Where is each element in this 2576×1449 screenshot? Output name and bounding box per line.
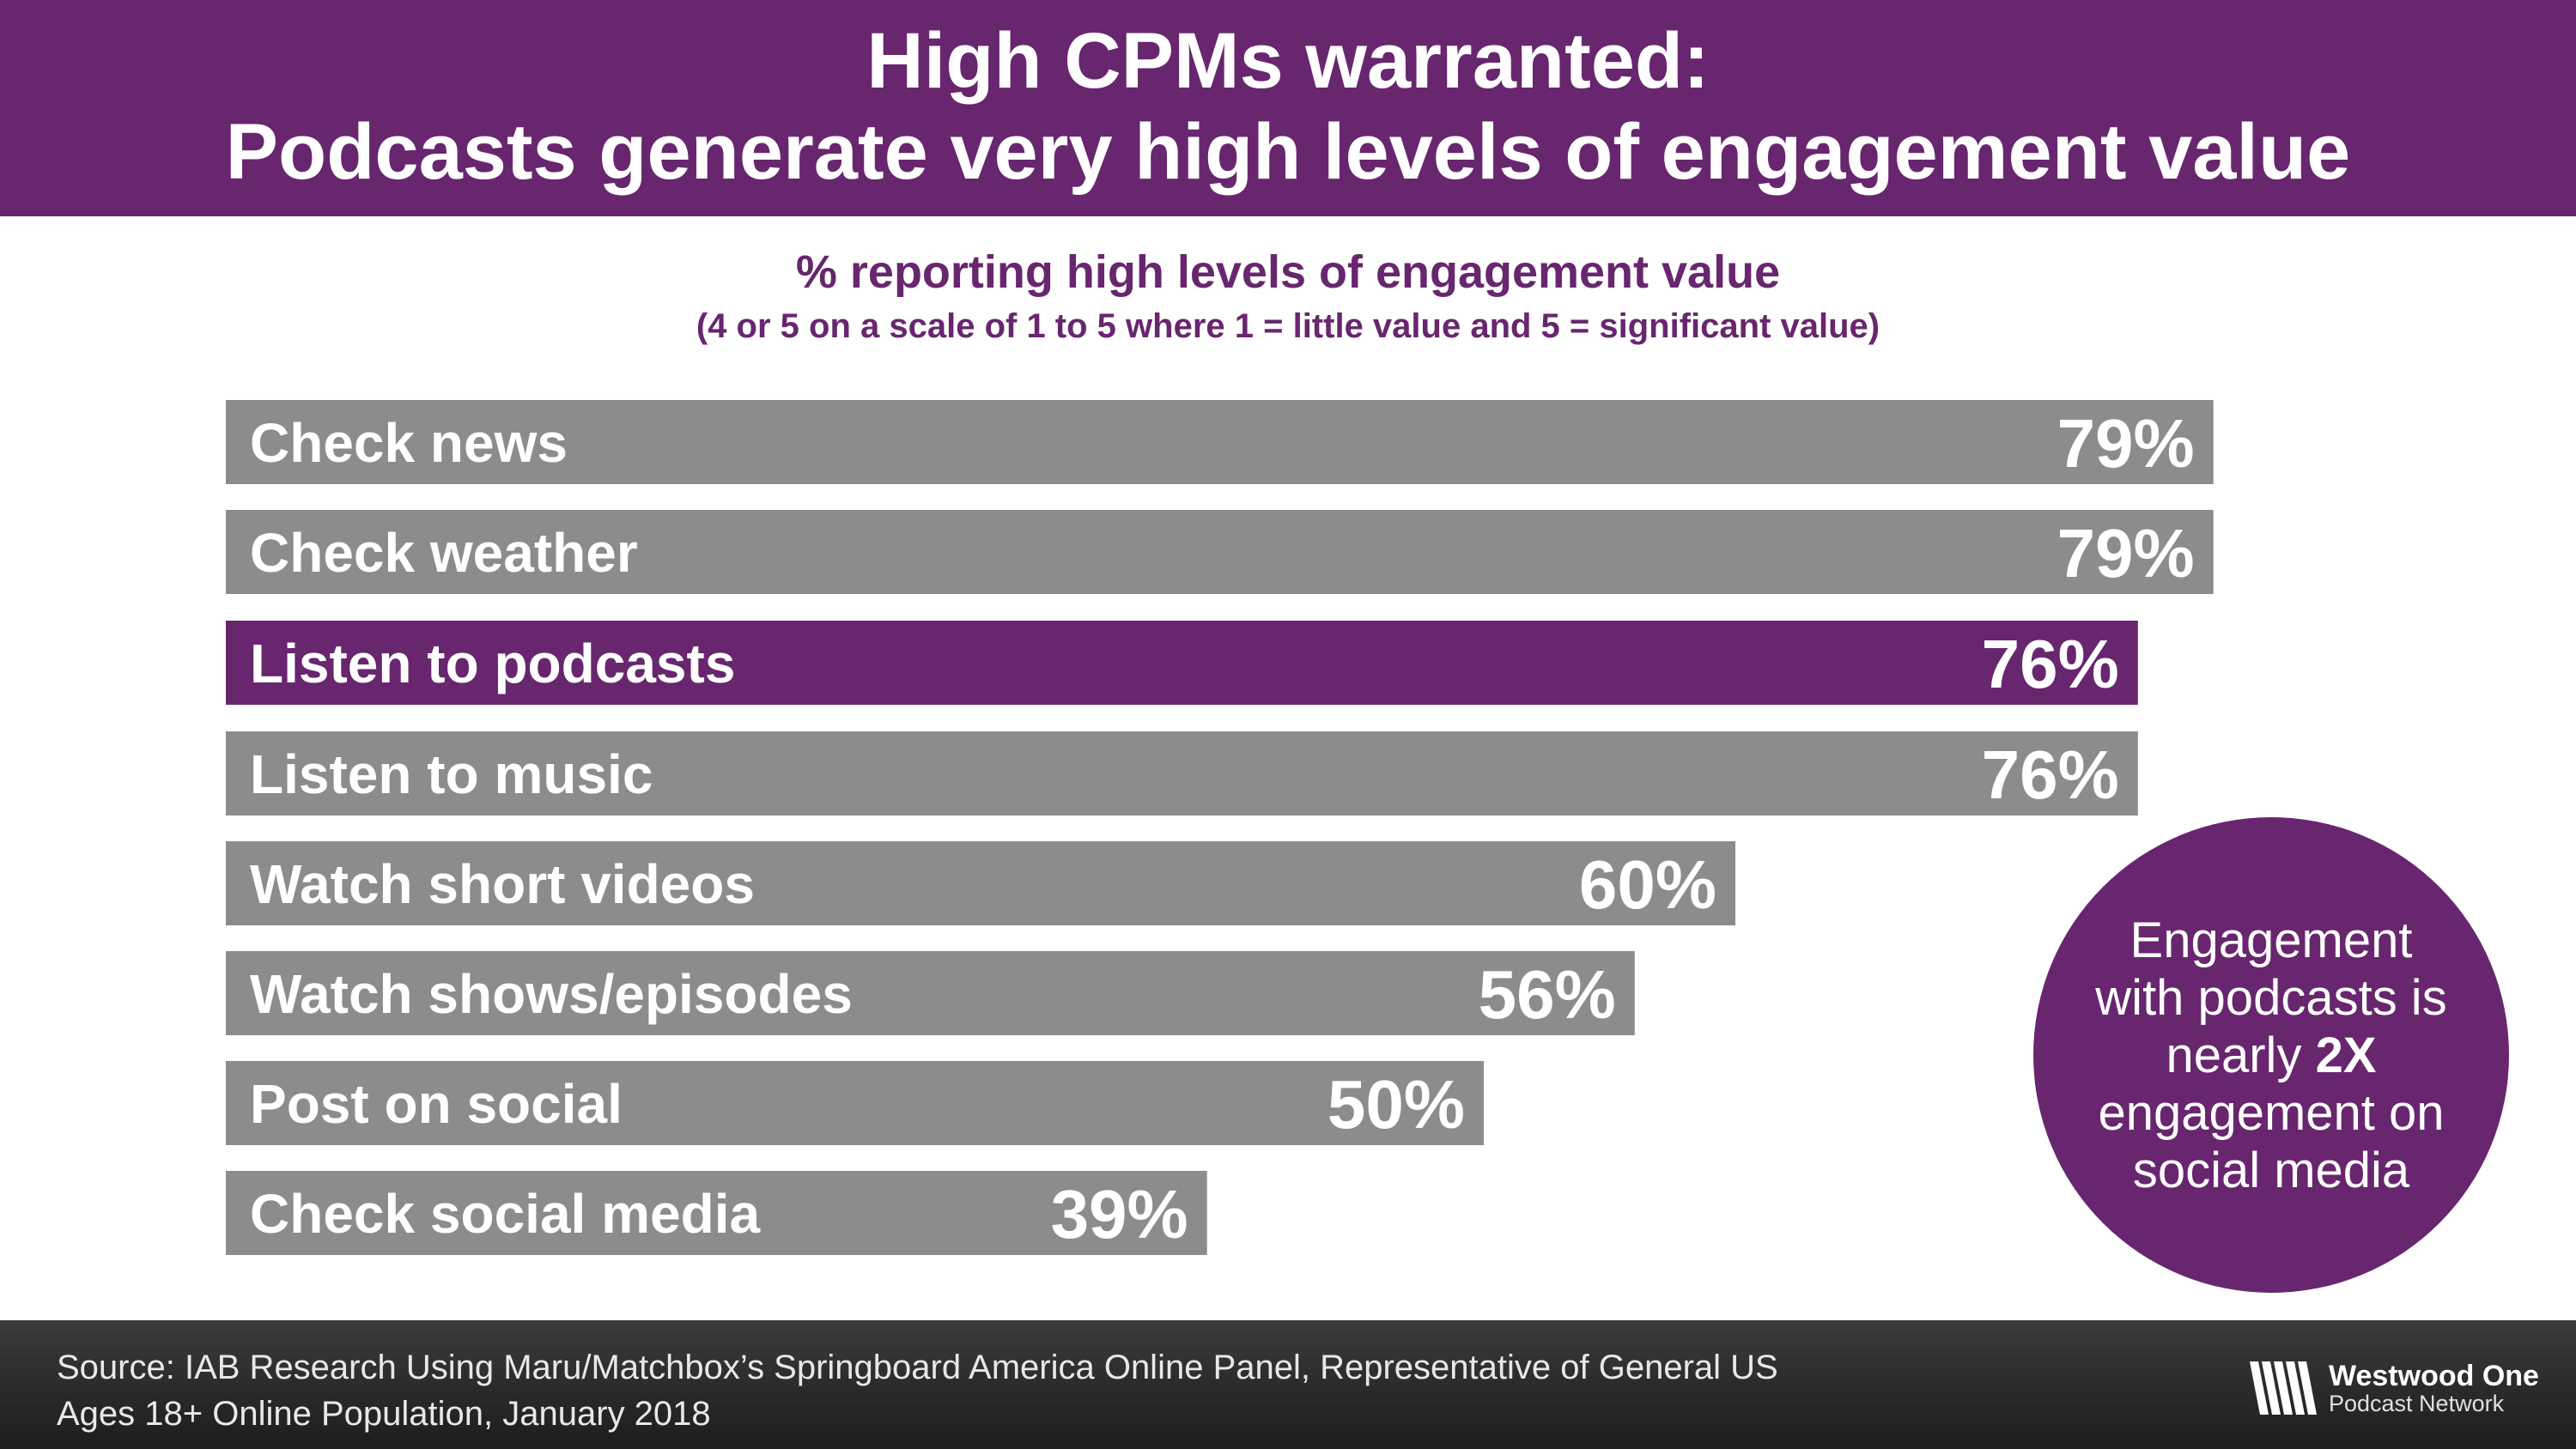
bar-value-label: 50% [1327, 1066, 1465, 1143]
bar-listen-to-podcasts [226, 621, 2138, 705]
bar-label: Watch short videos [250, 853, 755, 915]
bar-value-label: 76% [1982, 626, 2119, 702]
chart-subtitle: (4 or 5 on a scale of 1 to 5 where 1 = l… [696, 307, 1880, 345]
bar-check-weather [226, 510, 2214, 594]
bar-post-on-social [226, 1061, 1484, 1145]
bar-label: Check social media [250, 1183, 760, 1245]
callout-circle: Engagement with podcasts is nearly 2X en… [2033, 817, 2509, 1293]
bar-check-social-media [226, 1171, 1207, 1255]
bar-label: Check weather [250, 522, 638, 584]
wave-logo-icon [2250, 1361, 2317, 1415]
westwood-one-logo: Westwood One Podcast Network [2250, 1358, 2539, 1418]
logo-name: Westwood One [2329, 1360, 2539, 1392]
page-title-line1: High CPMs warranted: [866, 17, 1710, 105]
bar-value-label: 79% [2057, 405, 2195, 482]
bar-value-label: 56% [1479, 956, 1616, 1033]
bar-watch-shows-episodes [226, 951, 1635, 1035]
bar-label: Listen to podcasts [250, 633, 735, 694]
chart-title: % reporting high levels of engagement va… [795, 246, 1781, 298]
callout-emphasis: 2X [2315, 1027, 2377, 1083]
bar-value-label: 76% [1982, 737, 2119, 813]
bar-label: Check news [250, 412, 568, 474]
footer: Source: IAB Research Using Maru/Matchbox… [0, 1320, 2576, 1449]
source-line2: Ages 18+ Online Population, January 2018 [57, 1395, 711, 1433]
bar-label: Watch shows/episodes [250, 963, 853, 1025]
source-line1: Source: IAB Research Using Maru/Matchbox… [57, 1349, 1778, 1386]
logo-tagline: Podcast Network [2329, 1391, 2505, 1416]
source-note: Source: IAB Research Using Maru/Matchbox… [57, 1344, 1778, 1437]
bar-check-news [226, 400, 2214, 484]
title-banner: High CPMs warranted: Podcasts generate v… [0, 0, 2576, 216]
bar-value-label: 39% [1051, 1176, 1188, 1252]
bar-label: Post on social [250, 1073, 623, 1135]
bar-value-label: 79% [2057, 515, 2195, 591]
bar-value-label: 60% [1579, 846, 1716, 923]
callout-text-after: engagement on social media [2098, 1084, 2445, 1198]
bar-listen-to-music [226, 731, 2138, 815]
bar-label: Listen to music [250, 743, 653, 805]
page-title-line2: Podcasts generate very high levels of en… [225, 108, 2351, 196]
bar-watch-short-videos [226, 841, 1735, 925]
callout-text-before: Engagement with podcasts is nearly [2095, 912, 2447, 1083]
